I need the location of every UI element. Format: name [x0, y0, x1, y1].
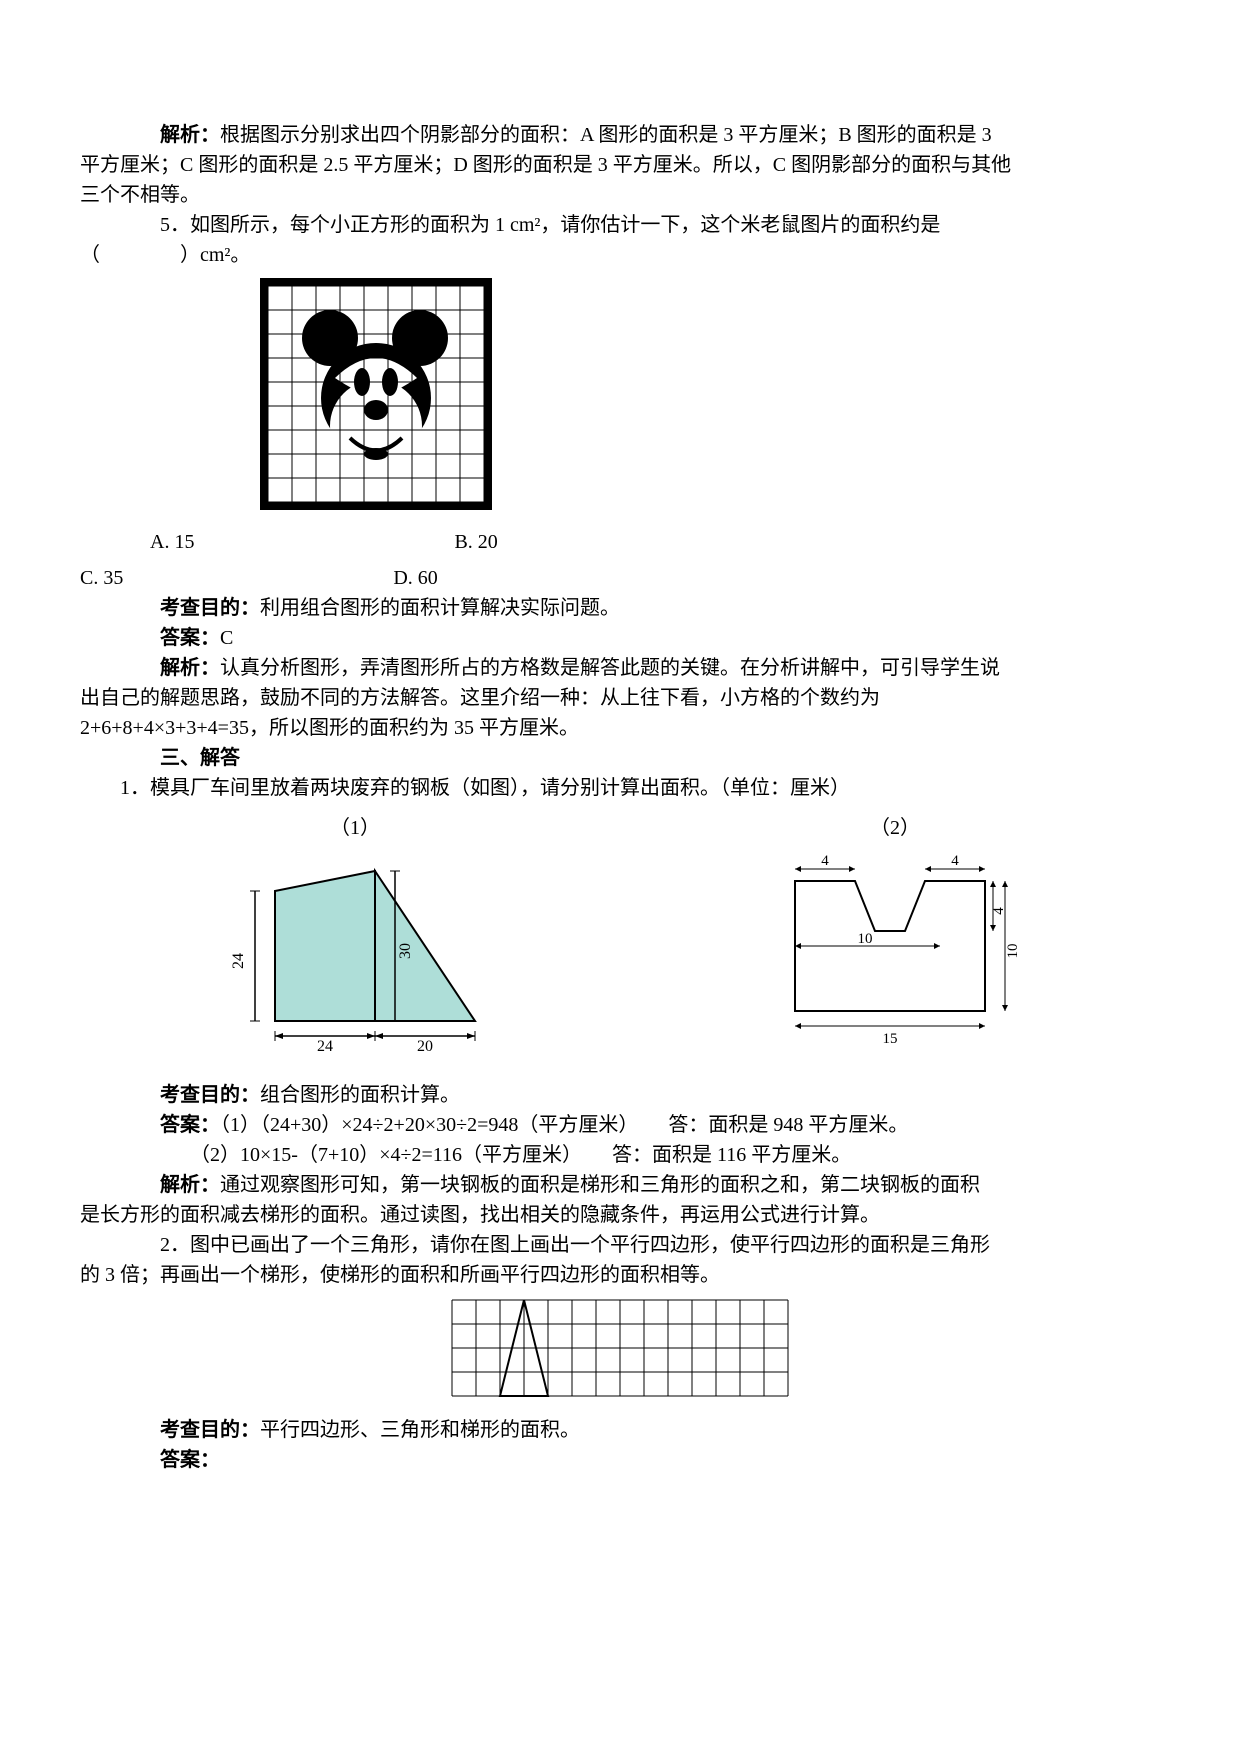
- analysis-2a: 通过观察图形可知，第一块钢板的面积是梯形和三角形的面积之和，第二块钢板的面积: [220, 1174, 980, 1196]
- figures-row: （1） 24 30 24 20: [80, 813, 1160, 1060]
- question-5-line2: （ ）cm²。: [80, 240, 1160, 270]
- answer-3-label: 答案：: [80, 1449, 220, 1471]
- fig1-l24v: 24: [230, 953, 247, 969]
- section-3-heading: 三、解答: [80, 743, 1160, 773]
- answer-1-text: C: [220, 627, 233, 649]
- answer-2a-text: （1）（24+30）×24÷2+20×30÷2=948（平方厘米） 答：面积是 …: [220, 1114, 908, 1136]
- goal-1-text: 利用组合图形的面积计算解决实际问题。: [260, 597, 620, 619]
- analysis-5-label: 解析：: [80, 657, 220, 679]
- grid-figure: [80, 1290, 1160, 1415]
- fig2-top4a: 4: [821, 853, 829, 869]
- figure-2-col: （2） 4 4 4 10 10: [765, 813, 1025, 1060]
- figure-1-label: （1）: [215, 813, 495, 843]
- option-d: D. 60: [393, 563, 437, 593]
- problem-2-line1: 2．图中已画出了一个三角形，请你在图上画出一个平行四边形，使平行四边形的面积是三…: [80, 1230, 1160, 1260]
- goal-3: 考查目的：平行四边形、三角形和梯形的面积。: [80, 1415, 1160, 1445]
- option-c: C. 35: [80, 563, 123, 593]
- analysis-label: 解析：: [80, 124, 220, 146]
- goal-2: 考查目的：组合图形的面积计算。: [80, 1080, 1160, 1110]
- fig1-l24h: 24: [317, 1038, 333, 1051]
- option-a: A. 15: [150, 527, 194, 557]
- analysis-2-label: 解析：: [80, 1174, 220, 1196]
- goal-1-label: 考查目的：: [80, 597, 260, 619]
- problem-1: 1．模具厂车间里放着两块废弃的钢板（如图），请分别计算出面积。（单位：厘米）: [80, 773, 1160, 803]
- analysis-2-line2: 是长方形的面积减去梯形的面积。通过读图，找出相关的隐藏条件，再运用公式进行计算。: [80, 1200, 1160, 1230]
- goal-2-label: 考查目的：: [80, 1084, 260, 1106]
- figure-2-label: （2）: [765, 813, 1025, 843]
- goal-2-text: 组合图形的面积计算。: [260, 1084, 460, 1106]
- answer-1: 答案：C: [80, 623, 1160, 653]
- analysis-5-line2: 出自己的解题思路，鼓励不同的方法解答。这里介绍一种：从上往下看，小方格的个数约为: [80, 683, 1160, 713]
- fig2-bot15: 15: [883, 1031, 898, 1047]
- option-b: B. 20: [454, 527, 497, 557]
- mickey-figure: [260, 278, 1160, 519]
- question-5-line1: 5．如图所示，每个小正方形的面积为 1 cm²，请你估计一下，这个米老鼠图片的面…: [80, 210, 1160, 240]
- fig1-l20h: 20: [417, 1038, 433, 1051]
- figure-2-svg: 4 4 4 10 10 15: [765, 851, 1025, 1051]
- mickey-svg: [260, 278, 492, 510]
- fig2-r10: 10: [1005, 944, 1021, 959]
- fig2-top4b: 4: [951, 853, 959, 869]
- figure-1-col: （1） 24 30 24 20: [215, 813, 495, 1060]
- analysis-1-line3: 三个不相等。: [80, 180, 1160, 210]
- answer-2b: （2）10×15-（7+10）×4÷2=116（平方厘米） 答：面积是 116 …: [80, 1140, 1160, 1170]
- options-row-2: C. 35 D. 60: [80, 563, 1160, 593]
- grid-svg: [442, 1290, 798, 1406]
- analysis-5a: 认真分析图形，弄清图形所占的方格数是解答此题的关键。在分析讲解中，可引导学生说: [220, 657, 1000, 679]
- analysis-5-line1: 解析：认真分析图形，弄清图形所占的方格数是解答此题的关键。在分析讲解中，可引导学…: [80, 653, 1160, 683]
- answer-2-label: 答案：: [80, 1114, 220, 1136]
- problem-2-line2: 的 3 倍；再画出一个梯形，使梯形的面积和所画平行四边形的面积相等。: [80, 1260, 1160, 1290]
- analysis-2-line1: 解析：通过观察图形可知，第一块钢板的面积是梯形和三角形的面积之和，第二块钢板的面…: [80, 1170, 1160, 1200]
- answer-1-label: 答案：: [80, 627, 220, 649]
- analysis-5-line3: 2+6+8+4×3+3+4=35，所以图形的面积约为 35 平方厘米。: [80, 713, 1160, 743]
- fig2-mid10: 10: [858, 931, 873, 947]
- goal-3-text: 平行四边形、三角形和梯形的面积。: [260, 1419, 580, 1441]
- answer-3: 答案：: [80, 1445, 1160, 1475]
- analysis-1a-text: 根据图示分别求出四个阴影部分的面积：A 图形的面积是 3 平方厘米；B 图形的面…: [220, 124, 992, 146]
- answer-2a: 答案：（1）（24+30）×24÷2+20×30÷2=948（平方厘米） 答：面…: [80, 1110, 1160, 1140]
- goal-1: 考查目的：利用组合图形的面积计算解决实际问题。: [80, 593, 1160, 623]
- fig1-l30v: 30: [397, 943, 414, 959]
- analysis-1-line1: 解析：根据图示分别求出四个阴影部分的面积：A 图形的面积是 3 平方厘米；B 图…: [80, 120, 1160, 150]
- options-row-1: A. 15 B. 20: [80, 527, 1160, 557]
- analysis-1-line2: 平方厘米；C 图形的面积是 2.5 平方厘米；D 图形的面积是 3 平方厘米。所…: [80, 150, 1160, 180]
- goal-3-label: 考查目的：: [80, 1419, 260, 1441]
- figure-1-svg: 24 30 24 20: [215, 851, 495, 1051]
